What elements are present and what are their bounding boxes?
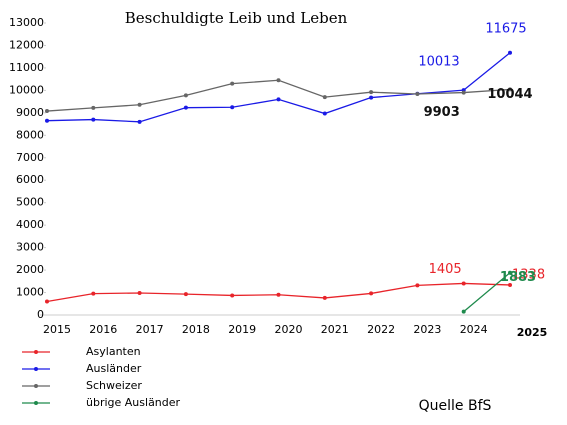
value-label: 1338 <box>512 267 545 282</box>
data-point <box>369 95 374 100</box>
y-tick-label: 1000 <box>16 286 44 299</box>
data-point <box>45 109 49 114</box>
legend-marker <box>34 350 38 354</box>
series-line <box>46 282 511 303</box>
data-point <box>137 290 142 295</box>
x-tick-label: 2022 <box>367 323 395 336</box>
x-tick-label: 2015 <box>43 323 71 336</box>
data-point <box>322 295 327 300</box>
y-tick-label: 10000 <box>9 83 44 96</box>
x-tick-label: 2017 <box>136 323 164 336</box>
data-point <box>508 87 512 92</box>
data-point <box>45 118 49 123</box>
data-point <box>45 299 49 304</box>
data-point <box>183 93 188 98</box>
legend-marker <box>34 401 38 405</box>
y-tick-label: 9000 <box>16 106 44 119</box>
data-point <box>276 78 281 83</box>
chart-title: Beschuldigte Leib und Leben <box>125 9 348 27</box>
x-tick-label: 2019 <box>228 323 256 336</box>
data-point <box>137 102 142 107</box>
legend-label: übrige Ausländer <box>86 396 181 409</box>
data-point <box>322 111 327 116</box>
source-note: Quelle BfS <box>419 398 492 414</box>
data-point <box>276 97 281 102</box>
x-tick-label: 2023 <box>413 323 441 336</box>
legend-label: Ausländer <box>86 362 142 375</box>
data-point <box>183 292 188 297</box>
x-tick-label: 2020 <box>275 323 303 336</box>
data-point <box>230 293 235 298</box>
y-tick-label: 7000 <box>16 151 44 164</box>
data-point <box>508 270 512 275</box>
data-point <box>461 90 466 95</box>
data-point <box>183 105 188 110</box>
data-point <box>415 283 420 288</box>
data-point <box>230 81 235 86</box>
x-tick-label: 2016 <box>89 323 117 336</box>
x-tick-label: 2021 <box>321 323 349 336</box>
data-point <box>461 281 466 286</box>
data-point <box>230 105 235 110</box>
y-tick-label: 2000 <box>16 263 44 276</box>
x-tick-label: 2025 <box>517 326 548 339</box>
value-label: 11675 <box>485 21 526 36</box>
y-tick-label: 11000 <box>9 61 44 74</box>
y-tick-label: 3000 <box>16 241 44 254</box>
value-label: 1883 <box>500 270 536 285</box>
data-point <box>137 119 142 124</box>
data-point <box>322 95 327 100</box>
data-point <box>91 117 96 122</box>
y-tick-label: 0 <box>37 308 44 321</box>
y-tick-label: 8000 <box>16 128 44 141</box>
y-tick-label: 4000 <box>16 218 44 231</box>
y-tick-label: 12000 <box>9 38 44 51</box>
legend-marker <box>34 367 38 371</box>
data-point <box>369 90 374 95</box>
series-line <box>463 272 511 313</box>
value-label: 1405 <box>429 262 462 277</box>
data-point <box>276 292 281 297</box>
data-point <box>369 291 374 296</box>
data-point <box>461 309 466 314</box>
data-point <box>508 50 512 55</box>
data-point <box>415 91 420 96</box>
y-tick-label: 6000 <box>16 173 44 186</box>
data-point <box>91 291 96 296</box>
legend-label: Asylanten <box>86 345 141 358</box>
value-label: 9903 <box>424 105 460 120</box>
value-label: 10044 <box>487 87 532 102</box>
legend-label: Schweizer <box>86 379 142 392</box>
x-tick-label: 2024 <box>460 323 488 336</box>
data-point <box>91 105 96 110</box>
legend-marker <box>34 384 38 388</box>
data-point <box>508 282 512 287</box>
y-tick-label: 13000 <box>9 16 44 29</box>
value-label: 10013 <box>418 55 459 70</box>
x-tick-label: 2018 <box>182 323 210 336</box>
y-tick-label: 5000 <box>16 196 44 209</box>
